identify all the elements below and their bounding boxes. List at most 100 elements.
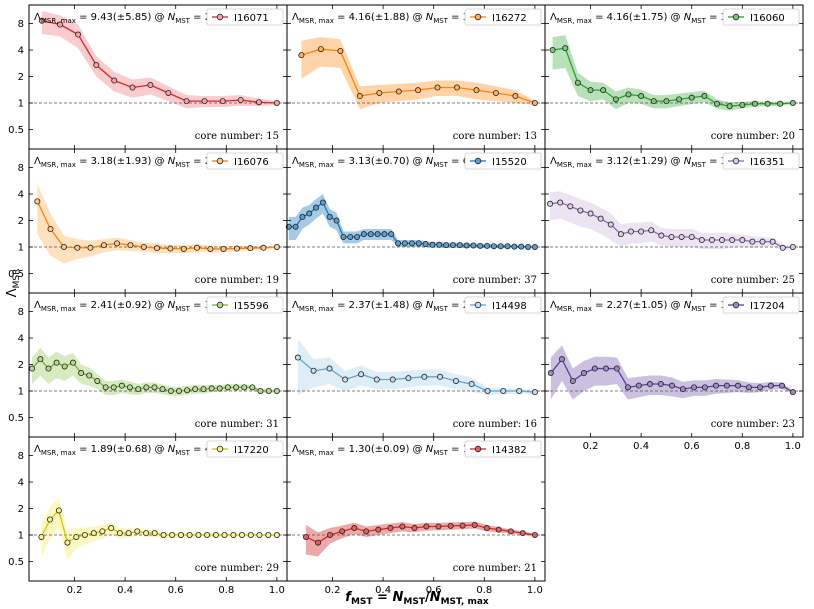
legend-marker: [216, 13, 224, 21]
data-point: [638, 93, 645, 100]
panel-i16272: ΛMSR, max = 4.16(±1.88) @ NMST = 3 I16272…: [286, 4, 546, 150]
data-point: [64, 539, 71, 546]
data-point: [405, 375, 412, 382]
y-tick-label: 4: [18, 46, 24, 57]
data-point: [399, 523, 406, 530]
data-point: [648, 227, 655, 234]
title-subscript: MSR, max: [41, 449, 76, 457]
data-point: [415, 87, 422, 94]
title-subscript: MSR, max: [41, 305, 76, 313]
data-point: [94, 377, 101, 384]
data-point: [127, 242, 134, 249]
data-point: [421, 373, 428, 380]
title-n-subscript: MST: [433, 17, 448, 25]
data-point: [679, 386, 686, 393]
data-point: [757, 384, 764, 391]
data-point: [701, 93, 708, 100]
legend-label: I14498: [492, 301, 527, 312]
data-point: [624, 384, 631, 391]
data-point: [676, 96, 683, 103]
data-point: [577, 207, 584, 214]
data-point: [70, 359, 77, 366]
data-point: [422, 241, 429, 248]
data-point: [777, 100, 784, 107]
y-tick-label: 1: [18, 530, 24, 541]
legend-marker: [474, 157, 482, 165]
data-point: [255, 99, 262, 106]
panel-frame: [286, 148, 546, 294]
title-n-value: = 2: [190, 156, 211, 167]
series-line: [41, 20, 277, 104]
data-point: [751, 100, 758, 107]
title-n: N: [426, 12, 434, 23]
data-point: [613, 365, 620, 372]
data-point: [208, 385, 215, 392]
title-n: N: [426, 300, 434, 311]
data-point: [230, 531, 237, 538]
title-lambda: Λ: [292, 444, 299, 455]
data-point: [204, 531, 211, 538]
data-point: [447, 522, 454, 529]
data-point: [73, 533, 80, 540]
data-point: [367, 231, 374, 238]
y-tick-label: 0.5: [8, 125, 24, 136]
title-value: = 3.12(±1.29) @: [592, 156, 684, 167]
data-point: [690, 384, 697, 391]
title-n-value: = 6: [448, 156, 469, 167]
data-point: [201, 98, 208, 105]
legend-marker: [216, 301, 224, 309]
y-tick-label: 4: [18, 190, 24, 201]
data-point: [678, 233, 685, 240]
data-point: [55, 507, 62, 514]
series-line: [297, 357, 535, 393]
legend-label: I17220: [234, 445, 269, 456]
x-tick-label: 0.6: [426, 585, 442, 596]
title-lambda: Λ: [292, 12, 299, 23]
data-point: [569, 377, 576, 384]
title-subscript: MSR, max: [557, 305, 592, 313]
title-value: = 3.13(±0.70) @: [334, 156, 426, 167]
data-point: [180, 245, 187, 252]
x-axis-label: fMST = NMST/NMST, max: [345, 590, 489, 607]
data-point: [233, 384, 240, 391]
legend-label: I17204: [750, 301, 785, 312]
data-point: [449, 242, 456, 249]
core-number: core number: 16: [453, 419, 537, 430]
data-point: [668, 233, 675, 240]
x-tick-label: 0.6: [168, 585, 184, 596]
error-band: [37, 184, 277, 264]
data-point: [178, 531, 185, 538]
x-axis-label-part: MST: [351, 597, 373, 607]
title-lambda: Λ: [292, 300, 299, 311]
data-point: [339, 528, 346, 535]
data-point: [745, 384, 752, 391]
data-point: [86, 372, 93, 379]
title-subscript: MSR, max: [299, 17, 334, 25]
data-point: [306, 210, 313, 217]
legend-box: [206, 440, 284, 458]
data-point: [411, 525, 418, 532]
data-point: [574, 79, 581, 86]
data-point: [249, 384, 256, 391]
data-point: [712, 382, 719, 389]
legend-box: [722, 296, 800, 314]
data-point: [212, 531, 219, 538]
data-point: [99, 528, 106, 535]
panel-title: ΛMSR, max = 2.27(±1.05) @ NMST = 3: [550, 300, 727, 313]
data-point: [580, 370, 587, 377]
data-point: [668, 382, 675, 389]
panel-title: ΛMSR, max = 3.13(±0.70) @ NMST = 6: [292, 156, 469, 169]
data-point: [547, 370, 554, 377]
data-point: [116, 530, 123, 537]
data-point: [719, 237, 726, 244]
data-point: [516, 387, 523, 394]
x-tick-label: 0.4: [117, 585, 133, 596]
legend-label: I15520: [492, 157, 527, 168]
panel-title: ΛMSR, max = 3.12(±1.29) @ NMST = 3: [550, 156, 727, 169]
legend-box: [464, 8, 542, 26]
data-point: [315, 539, 322, 546]
y-tick-label: 1: [18, 386, 24, 397]
title-lambda: Λ: [292, 156, 299, 167]
data-point: [558, 356, 565, 363]
